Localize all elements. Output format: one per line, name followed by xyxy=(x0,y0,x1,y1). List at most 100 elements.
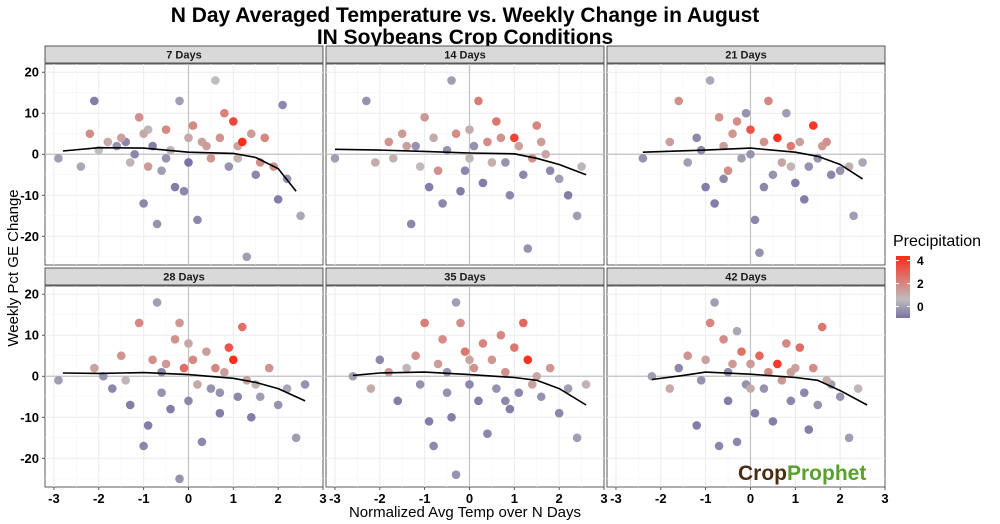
data-point xyxy=(483,429,492,438)
data-point xyxy=(116,133,126,143)
data-point xyxy=(157,367,166,377)
data-point xyxy=(424,182,434,192)
data-point xyxy=(152,298,162,307)
data-point xyxy=(799,388,809,397)
data-point xyxy=(492,117,501,126)
data-point xyxy=(215,408,225,418)
data-point xyxy=(674,363,684,373)
data-point xyxy=(795,343,805,352)
trend-line xyxy=(334,148,587,176)
facet-grid-lines xyxy=(45,64,323,265)
data-point xyxy=(518,170,528,180)
data-point xyxy=(148,355,157,365)
y-tick-label: 20 xyxy=(25,65,39,80)
data-point xyxy=(822,376,832,385)
data-point xyxy=(647,371,657,381)
data-point xyxy=(184,339,193,348)
data-point xyxy=(273,195,283,204)
data-point xyxy=(773,359,782,369)
data-point xyxy=(451,470,461,479)
x-tick-label: -1 xyxy=(419,491,431,506)
data-point xyxy=(143,421,153,430)
facet-points xyxy=(54,76,305,262)
data-point xyxy=(714,441,724,451)
facet-plot-area xyxy=(606,63,886,266)
data-point xyxy=(442,145,452,155)
data-point xyxy=(777,376,787,385)
data-point xyxy=(260,133,270,143)
data-point xyxy=(858,158,867,167)
data-point xyxy=(853,384,863,393)
data-point xyxy=(545,166,555,175)
y-tick-label: 0 xyxy=(32,369,39,384)
facet-points xyxy=(348,298,591,479)
trend-line xyxy=(642,147,864,180)
data-point xyxy=(764,96,773,106)
data-point xyxy=(563,384,573,393)
data-point xyxy=(541,149,551,159)
data-point xyxy=(563,190,573,200)
data-point xyxy=(54,376,63,385)
data-point xyxy=(424,417,434,426)
x-tick-label: 1 xyxy=(230,491,237,506)
data-point xyxy=(536,392,546,402)
data-point xyxy=(638,154,648,163)
data-point xyxy=(728,129,737,139)
data-point xyxy=(719,335,728,344)
data-point xyxy=(496,133,506,143)
data-point xyxy=(296,211,305,221)
data-point xyxy=(184,158,193,167)
x-tick-label: 0 xyxy=(747,491,754,506)
data-point xyxy=(433,359,443,369)
data-point xyxy=(188,121,198,130)
facet-plot-area xyxy=(325,63,605,266)
data-point xyxy=(469,141,479,151)
data-point xyxy=(330,154,340,163)
data-point xyxy=(808,121,818,130)
data-point xyxy=(478,339,488,348)
data-point xyxy=(764,367,773,377)
data-point xyxy=(523,244,533,253)
data-point xyxy=(817,322,827,332)
data-point xyxy=(139,129,148,139)
data-point xyxy=(710,199,719,208)
facet-panel: 35 Days -3 -2 -1 0 1 2 3 xyxy=(325,267,608,506)
data-point xyxy=(447,412,456,422)
x-tick-label: 2 xyxy=(556,491,563,506)
data-point xyxy=(750,408,760,418)
chart-title-line-2: IN Soybeans Crop Conditions xyxy=(317,26,613,49)
data-point xyxy=(447,76,456,85)
y-tick-label: -10 xyxy=(20,188,39,203)
data-point xyxy=(665,137,675,147)
facet-strip-label: 14 Days xyxy=(444,50,486,62)
data-point xyxy=(501,396,510,406)
data-point xyxy=(460,166,470,175)
data-point xyxy=(451,298,461,307)
data-point xyxy=(246,412,256,422)
data-point xyxy=(465,125,474,134)
data-point xyxy=(420,318,429,328)
data-point xyxy=(737,347,746,356)
data-point xyxy=(795,137,805,147)
data-point xyxy=(393,396,403,406)
data-point xyxy=(835,166,845,175)
data-point xyxy=(723,396,733,406)
data-point xyxy=(799,195,809,204)
data-point xyxy=(175,474,184,484)
data-point xyxy=(705,318,715,328)
chart-title-line-1: N Day Averaged Temperature vs. Weekly Ch… xyxy=(171,4,760,27)
x-tick-label: -1 xyxy=(700,491,712,506)
data-point xyxy=(402,363,412,373)
facet-points xyxy=(330,76,586,253)
data-point xyxy=(786,141,796,151)
facet-strip xyxy=(44,267,324,286)
data-point xyxy=(701,182,710,192)
data-point xyxy=(291,433,301,443)
facet-points xyxy=(638,76,867,257)
data-point xyxy=(777,158,787,167)
logo-crop-text: Crop xyxy=(738,462,787,485)
y-tick-label: 0 xyxy=(32,147,39,162)
trend-line xyxy=(62,146,297,192)
data-point xyxy=(759,137,769,147)
